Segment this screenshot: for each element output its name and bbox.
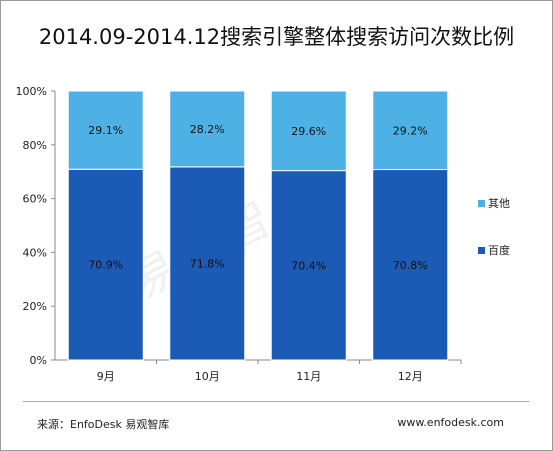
x-tick-label: 11月 (296, 370, 321, 383)
data-label: 70.4% (291, 259, 326, 272)
y-tick-label: 0% (30, 354, 47, 367)
source-text: 来源：EnfoDesk 易观智库 (37, 418, 170, 431)
footer-divider (23, 401, 529, 402)
bar-segment-baidu (270, 170, 347, 361)
bar-segment-other (270, 90, 347, 172)
data-label: 29.2% (393, 124, 428, 137)
legend-swatch (478, 247, 485, 254)
y-tick-label: 20% (23, 300, 47, 313)
y-tick-label: 80% (23, 139, 47, 152)
data-label: 29.1% (88, 124, 123, 137)
bar-segment-other (67, 90, 144, 170)
data-label: 71.8% (190, 257, 225, 270)
website-url: www.enfodesk.com (397, 416, 504, 429)
legend-label: 百度 (488, 243, 510, 257)
stacked-bar-chart: 0% 20% 40% 60% 80% 100% 70.9% 29.1% 9月 71.8% 28.2%… (16, 85, 510, 383)
bar-segment-other (372, 90, 449, 171)
data-label: 70.8% (393, 259, 428, 272)
y-tick-label: 60% (23, 193, 47, 206)
data-label: 70.9% (88, 259, 123, 272)
bar-segment-other (169, 90, 246, 168)
y-tick-label: 40% (23, 246, 47, 259)
x-tick-label: 10月 (195, 370, 220, 383)
legend-label: 其他 (488, 197, 510, 210)
data-label: 28.2% (190, 123, 225, 136)
y-tick-label: 100% (16, 85, 47, 98)
x-tick-label: 9月 (97, 370, 115, 383)
legend-swatch (478, 200, 485, 207)
x-tick-label: 12月 (398, 370, 423, 383)
chart-title: 2014.09-2014.12搜索引擎整体搜索访问次数比例 (38, 25, 515, 49)
bar-segment-baidu (67, 168, 144, 361)
bar-segment-baidu (372, 169, 449, 361)
data-label: 29.6% (291, 125, 326, 138)
